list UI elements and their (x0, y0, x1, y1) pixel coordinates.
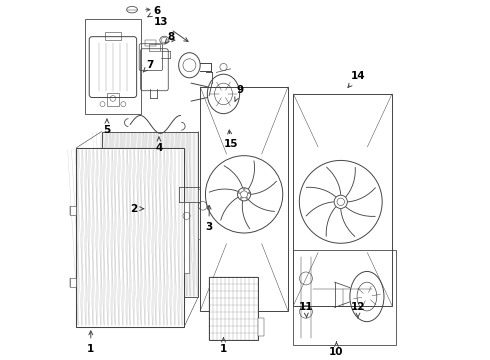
Bar (148, 44, 160, 51)
Bar (70, 206, 76, 215)
Bar (101, 132, 198, 297)
Text: 6: 6 (148, 6, 161, 17)
Bar (184, 202, 189, 273)
Bar (107, 93, 119, 106)
Text: 9: 9 (235, 85, 243, 101)
Text: 10: 10 (329, 342, 343, 357)
Bar (198, 189, 204, 239)
Text: 1: 1 (87, 331, 95, 354)
Text: 13: 13 (153, 17, 188, 41)
Text: 14: 14 (348, 71, 365, 87)
Bar (294, 250, 395, 345)
Text: 5: 5 (103, 119, 111, 135)
Bar (146, 40, 156, 45)
Bar (76, 148, 184, 327)
Text: 3: 3 (205, 206, 213, 231)
Text: 4: 4 (155, 137, 163, 153)
Text: 11: 11 (299, 302, 313, 318)
Bar (70, 278, 76, 287)
Bar (200, 87, 288, 311)
Text: 8: 8 (165, 32, 175, 43)
Bar (294, 94, 392, 306)
Text: 15: 15 (223, 130, 238, 149)
Text: 1: 1 (220, 338, 227, 354)
Text: 7: 7 (144, 60, 154, 72)
Text: 2: 2 (130, 204, 144, 214)
Bar (85, 19, 141, 114)
Text: 12: 12 (351, 302, 365, 318)
Bar (258, 318, 264, 337)
Bar (104, 32, 121, 40)
Bar (209, 277, 258, 339)
